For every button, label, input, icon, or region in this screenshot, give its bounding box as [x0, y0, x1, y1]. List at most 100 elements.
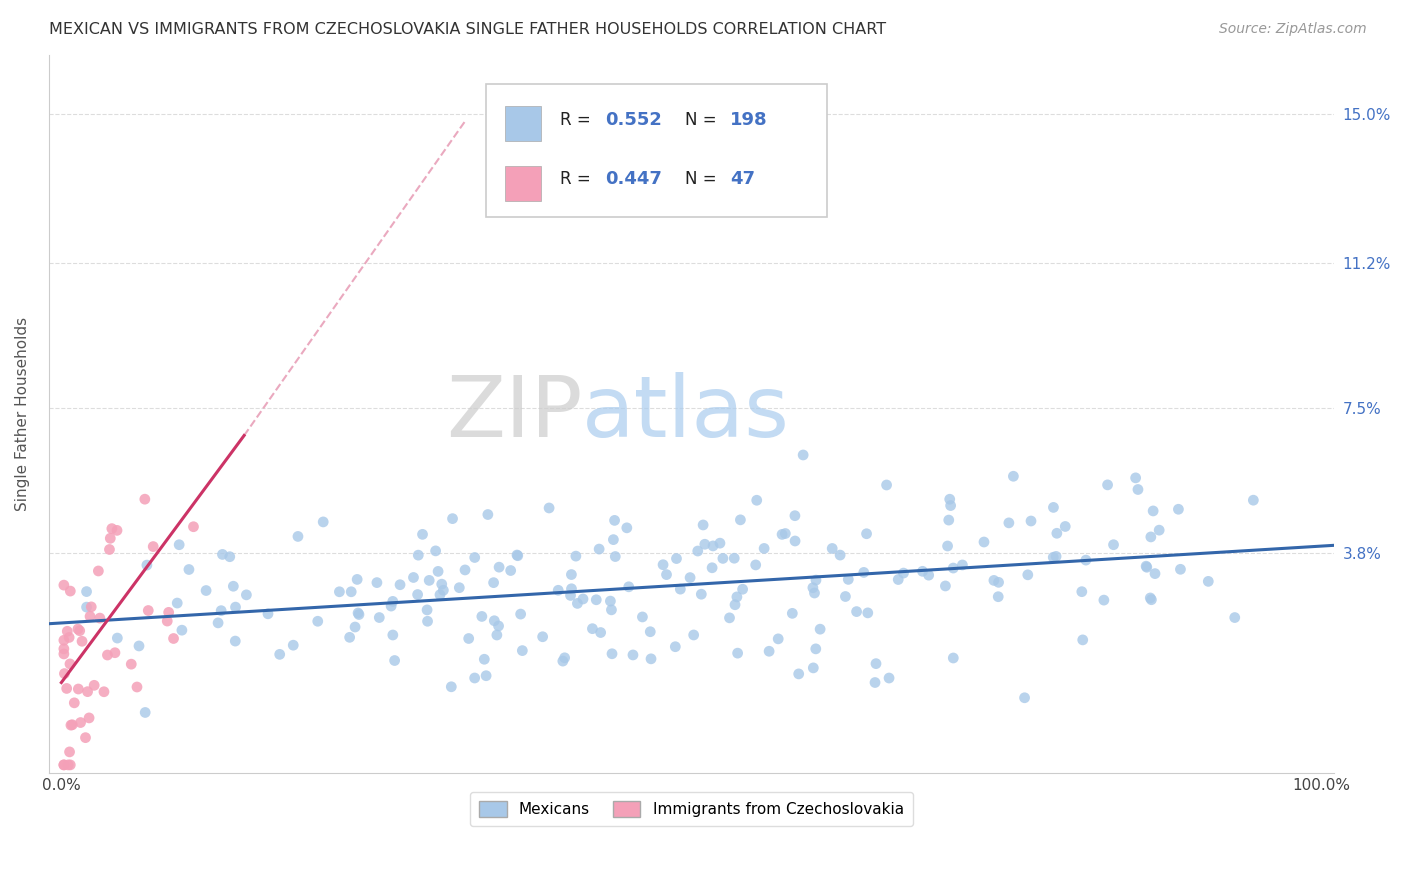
Point [638, 624, 661, 639]
Point [52, 633, 75, 648]
FancyBboxPatch shape [505, 106, 541, 141]
Point [770, 527, 793, 541]
Point [211, 548, 233, 562]
Text: 0.552: 0.552 [606, 111, 662, 128]
Point [170, 623, 193, 637]
Point [652, 558, 675, 572]
Point [621, 648, 644, 662]
Point [339, 630, 361, 644]
Point [427, 565, 450, 579]
Legend: Mexicans, Immigrants from Czechoslovakia: Mexicans, Immigrants from Czechoslovakia [470, 792, 912, 826]
Point [346, 573, 368, 587]
Point [98, 531, 121, 545]
Point [631, 610, 654, 624]
Point [79, 609, 101, 624]
Point [177, 562, 200, 576]
Text: 198: 198 [730, 111, 768, 128]
Point [59, 758, 82, 772]
Point [59, 584, 82, 599]
Point [599, 594, 621, 608]
Point [235, 588, 257, 602]
Point [1167, 502, 1189, 516]
Point [792, 448, 814, 462]
Point [83, 678, 105, 692]
Point [454, 563, 477, 577]
Point [1092, 593, 1115, 607]
Point [55, 681, 77, 696]
Point [918, 568, 941, 582]
Point [512, 643, 534, 657]
Point [845, 605, 868, 619]
Point [1019, 514, 1042, 528]
Point [429, 588, 451, 602]
Point [700, 561, 723, 575]
Point [344, 620, 367, 634]
Point [63, 696, 86, 710]
Point [52, 641, 75, 656]
Point [1125, 471, 1147, 485]
Point [209, 604, 232, 618]
Point [998, 516, 1021, 530]
Point [380, 599, 402, 613]
FancyBboxPatch shape [505, 166, 541, 201]
Point [416, 614, 439, 628]
Point [855, 526, 877, 541]
Point [87, 564, 110, 578]
Point [723, 551, 745, 566]
Point [1139, 591, 1161, 605]
Point [725, 590, 748, 604]
Text: 0.447: 0.447 [606, 170, 662, 188]
Point [911, 564, 934, 578]
Point [464, 671, 486, 685]
Point [834, 590, 856, 604]
Point [135, 558, 157, 572]
Point [412, 527, 434, 541]
Point [207, 615, 229, 630]
Point [183, 520, 205, 534]
Point [416, 603, 439, 617]
Point [162, 632, 184, 646]
Point [987, 575, 1010, 590]
Point [471, 609, 494, 624]
Point [257, 607, 280, 621]
Point [782, 607, 804, 621]
Point [686, 544, 709, 558]
Point [101, 522, 124, 536]
Text: MEXICAN VS IMMIGRANTS FROM CZECHOSLOVAKIA SINGLE FATHER HOUSEHOLDS CORRELATION C: MEXICAN VS IMMIGRANTS FROM CZECHOSLOVAKI… [49, 22, 886, 37]
Point [718, 611, 741, 625]
Point [664, 640, 686, 654]
Point [852, 566, 875, 580]
Point [616, 521, 638, 535]
Point [120, 657, 142, 672]
Point [711, 551, 734, 566]
Point [1042, 500, 1064, 515]
Point [389, 578, 412, 592]
FancyBboxPatch shape [486, 84, 827, 217]
Point [600, 647, 623, 661]
Point [692, 518, 714, 533]
Point [727, 646, 749, 660]
Point [682, 628, 704, 642]
Point [509, 607, 531, 621]
Point [105, 631, 128, 645]
Point [80, 599, 103, 614]
Point [105, 524, 128, 538]
Point [1140, 592, 1163, 607]
Point [560, 582, 582, 596]
Point [938, 513, 960, 527]
Point [340, 584, 363, 599]
Point [665, 551, 688, 566]
Point [195, 583, 218, 598]
Point [787, 667, 810, 681]
Point [402, 570, 425, 584]
Point [56, 624, 79, 639]
Point [406, 548, 429, 562]
Point [731, 582, 754, 597]
Point [104, 646, 127, 660]
Point [70, 634, 93, 648]
Point [59, 657, 82, 671]
Point [1135, 559, 1157, 574]
Point [600, 603, 623, 617]
Point [1054, 519, 1077, 533]
Point [1014, 690, 1036, 705]
